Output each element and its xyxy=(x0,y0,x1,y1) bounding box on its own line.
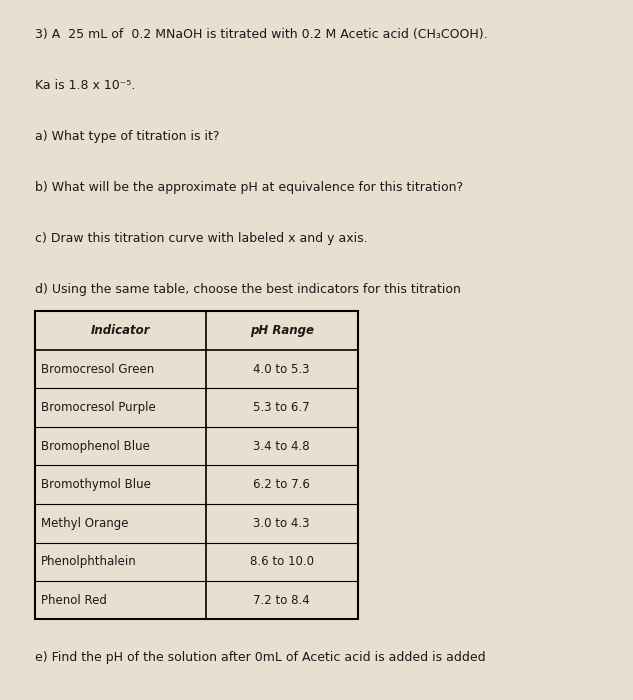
Text: 7.2 to 8.4: 7.2 to 8.4 xyxy=(253,594,310,607)
Text: Ka is 1.8 x 10⁻⁵.: Ka is 1.8 x 10⁻⁵. xyxy=(35,79,135,92)
Text: 8.6 to 10.0: 8.6 to 10.0 xyxy=(249,555,314,568)
Text: b) What will be the approximate pH at equivalence for this titration?: b) What will be the approximate pH at eq… xyxy=(35,181,463,195)
Text: 3.0 to 4.3: 3.0 to 4.3 xyxy=(253,517,310,530)
Text: 3.4 to 4.8: 3.4 to 4.8 xyxy=(253,440,310,453)
Text: Bromocresol Purple: Bromocresol Purple xyxy=(41,401,156,414)
Text: c) Draw this titration curve with labeled x and y axis.: c) Draw this titration curve with labele… xyxy=(35,232,367,246)
Bar xyxy=(35,312,358,620)
Text: 4.0 to 5.3: 4.0 to 5.3 xyxy=(253,363,310,376)
Text: 6.2 to 7.6: 6.2 to 7.6 xyxy=(253,478,310,491)
Text: Methyl Orange: Methyl Orange xyxy=(41,517,128,530)
Text: d) Using the same table, choose the best indicators for this titration: d) Using the same table, choose the best… xyxy=(35,284,461,297)
Text: Bromophenol Blue: Bromophenol Blue xyxy=(41,440,150,453)
Text: 5.3 to 6.7: 5.3 to 6.7 xyxy=(253,401,310,414)
Text: a) What type of titration is it?: a) What type of titration is it? xyxy=(35,130,219,143)
Text: Bromocresol Green: Bromocresol Green xyxy=(41,363,154,376)
Text: Phenol Red: Phenol Red xyxy=(41,594,107,607)
Text: e) Find the pH of the solution after 0mL of Acetic acid is added is added: e) Find the pH of the solution after 0mL… xyxy=(35,651,486,664)
Text: Indicator: Indicator xyxy=(91,324,150,337)
Text: pH Range: pH Range xyxy=(249,324,314,337)
Text: Bromothymol Blue: Bromothymol Blue xyxy=(41,478,151,491)
Text: 3) A  25 mL of  0.2 MNaOH is titrated with 0.2 M Acetic acid (CH₃COOH).: 3) A 25 mL of 0.2 MNaOH is titrated with… xyxy=(35,28,487,41)
Text: Phenolphthalein: Phenolphthalein xyxy=(41,555,137,568)
